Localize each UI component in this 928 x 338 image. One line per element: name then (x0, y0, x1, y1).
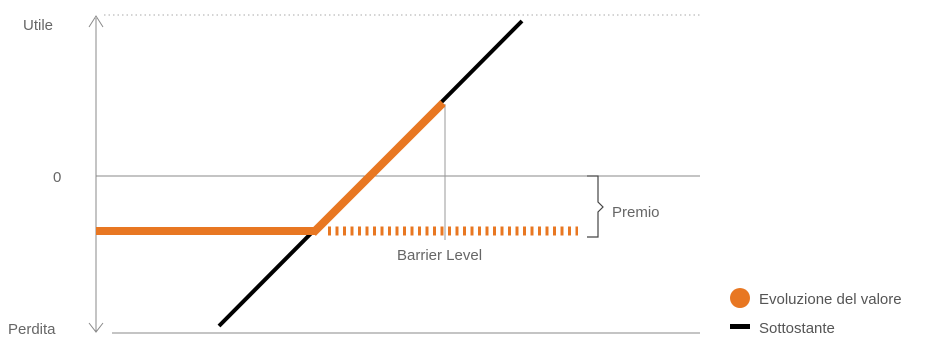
legend-payoff-marker (730, 288, 750, 308)
legend-underlying-marker (730, 324, 750, 329)
barrier-level-label: Barrier Level (397, 247, 482, 264)
y-bottom-label: Perdita (8, 321, 56, 338)
payoff-rising-segment (310, 100, 446, 236)
legend-payoff-label: Evoluzione del valore (759, 291, 902, 308)
y-axis-down-arrow (88, 322, 104, 333)
legend: Evoluzione del valore Sottostante (730, 288, 902, 337)
y-axis-up-arrow (88, 15, 104, 28)
y-top-label: Utile (23, 17, 53, 34)
premium-label: Premio (612, 204, 660, 221)
legend-underlying-label: Sottostante (759, 320, 835, 337)
premium-bracket (587, 175, 604, 238)
y-zero-label: 0 (53, 169, 61, 186)
